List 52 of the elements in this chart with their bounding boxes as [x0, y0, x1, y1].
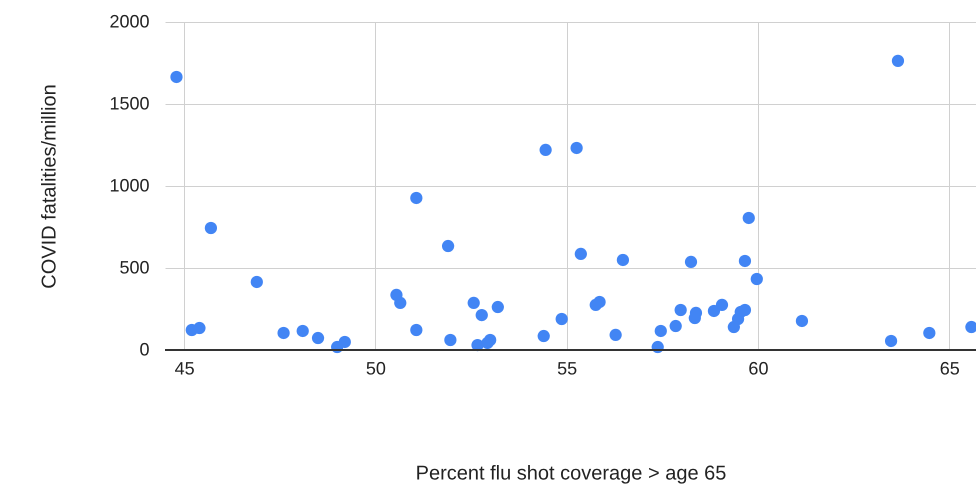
y-tick-label: 0	[139, 340, 150, 360]
x-tick-label: 65	[940, 358, 960, 378]
point	[750, 272, 763, 286]
point	[444, 334, 457, 346]
y-axis-title: COVID fatalities/million	[38, 84, 60, 289]
point	[250, 276, 263, 288]
point	[394, 296, 406, 310]
point	[492, 300, 504, 314]
point	[338, 336, 351, 348]
y-tick-label: 500	[119, 258, 150, 278]
point	[484, 334, 496, 346]
point	[556, 312, 568, 326]
point	[538, 330, 550, 342]
point	[965, 320, 976, 334]
point	[442, 240, 454, 252]
point	[468, 296, 480, 310]
point	[312, 332, 324, 344]
point	[193, 322, 206, 334]
point	[674, 304, 687, 316]
point	[738, 304, 752, 316]
point	[716, 298, 728, 312]
point	[540, 144, 552, 156]
point	[616, 254, 630, 266]
x-tick-label: 45	[174, 358, 195, 378]
x-tick-label: 60	[748, 358, 768, 378]
point	[296, 324, 309, 338]
point	[610, 328, 622, 342]
point	[684, 256, 698, 268]
point	[742, 212, 755, 224]
y-tick-label: 2000	[109, 12, 150, 32]
y-tick-label: 1000	[109, 176, 150, 196]
point	[884, 334, 898, 348]
x-axis-title: Percent flu shot coverage > age 65	[416, 462, 726, 484]
x-tick-label: 55	[557, 358, 578, 378]
point	[654, 324, 667, 338]
point	[923, 326, 936, 340]
point	[593, 296, 606, 308]
point	[410, 192, 422, 204]
point	[708, 304, 720, 318]
point	[410, 324, 422, 336]
point	[204, 222, 218, 234]
x-tick-label: 50	[366, 358, 386, 378]
point	[670, 320, 682, 332]
point	[574, 248, 587, 260]
point	[892, 54, 904, 67]
point	[796, 314, 808, 328]
point	[570, 142, 583, 154]
point	[476, 308, 488, 322]
point	[277, 326, 290, 340]
point	[738, 254, 752, 268]
point	[170, 70, 183, 84]
y-tick-label: 1500	[109, 94, 150, 114]
